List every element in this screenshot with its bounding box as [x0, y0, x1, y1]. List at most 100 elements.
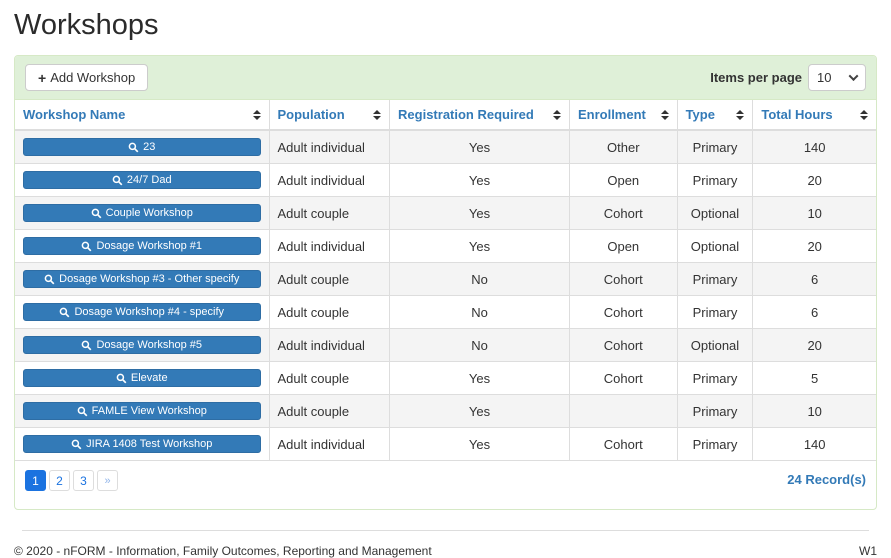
enrollment-cell: Other — [568, 129, 678, 164]
workshop-name-label: Elevate — [130, 372, 168, 384]
sort-icon — [736, 109, 745, 120]
type-cell: Primary — [676, 262, 753, 296]
workshop-row: Dosage Workshop #1 Adult individual Yes Ope… — [15, 229, 876, 263]
enrollment-cell: Cohort — [568, 196, 678, 230]
workshop-name-label: 24/7 Dad — [126, 174, 172, 186]
workshop-name-button[interactable]: Dosage Workshop #5 — [23, 336, 261, 354]
search-icon — [44, 274, 55, 284]
workshop-row: 23 Adult individual Yes Other Primary 140 — [15, 129, 876, 164]
column-header-type[interactable]: Type — [676, 100, 753, 131]
enrollment-cell: Cohort — [568, 328, 678, 362]
workshop-name-label: FAMLE View Workshop — [91, 405, 207, 417]
search-icon — [128, 142, 139, 152]
page-button-2[interactable]: 2 — [49, 470, 70, 491]
workshop-row: Dosage Workshop #3 - Other specify Adult … — [15, 262, 876, 296]
workshop-name-button[interactable]: JIRA 1408 Test Workshop — [23, 435, 261, 453]
type-cell: Primary — [676, 427, 753, 460]
workshop-name-cell: Dosage Workshop #1 — [15, 229, 269, 263]
registration-required-cell: Yes — [389, 163, 570, 197]
workshop-name-button[interactable]: Dosage Workshop #1 — [23, 237, 261, 255]
search-icon — [82, 340, 92, 350]
search-icon — [60, 307, 70, 317]
workshop-name-cell: Dosage Workshop #3 - Other specify — [15, 262, 269, 296]
workshop-name-cell: 23 — [15, 129, 269, 164]
sort-icon — [660, 109, 669, 120]
workshop-name-button[interactable]: Dosage Workshop #4 - specify — [23, 303, 261, 321]
total-hours-cell: 5 — [752, 361, 876, 395]
workshop-name-button[interactable]: 24/7 Dad — [23, 171, 261, 189]
items-per-page-label: Items per page — [710, 70, 802, 85]
total-hours-cell: 140 — [752, 427, 876, 460]
search-icon — [116, 373, 127, 383]
items-per-page: Items per page 10 — [710, 64, 866, 91]
type-cell: Primary — [676, 295, 753, 329]
page-button-3[interactable]: 3 — [73, 470, 94, 491]
population-cell: Adult individual — [268, 328, 390, 362]
population-cell: Adult individual — [268, 129, 390, 164]
population-cell: Adult individual — [268, 163, 390, 197]
registration-required-cell: Yes — [389, 229, 570, 263]
search-icon — [82, 241, 92, 251]
workshop-row: 24/7 Dad Adult individual Yes Open Primary 20 — [15, 163, 876, 197]
workshop-row: Dosage Workshop #4 - specify Adult couple… — [15, 295, 876, 329]
workshop-name-button[interactable]: Dosage Workshop #3 - Other specify — [23, 270, 261, 288]
workshop-row: Couple Workshop Adult couple Yes Cohort Opti… — [15, 196, 876, 230]
workshop-name-cell: Dosage Workshop #4 - specify — [15, 295, 269, 329]
workshop-name-cell: Couple Workshop — [15, 196, 269, 230]
workshop-name-label: Couple Workshop — [105, 207, 193, 219]
workshop-name-label: JIRA 1408 Test Workshop — [86, 438, 213, 450]
sort-icon — [373, 109, 382, 120]
table-body: 23 Adult individual Yes Other Primary 140 24/7… — [15, 129, 876, 460]
type-cell: Primary — [676, 129, 753, 164]
add-workshop-button[interactable]: + Add Workshop — [25, 64, 149, 91]
workshop-row: Elevate Adult couple Yes Cohort Primary 5 — [15, 361, 876, 395]
pagination-row: 1 2 3» 24 Record(s) — [15, 460, 876, 509]
total-hours-cell: 6 — [752, 295, 876, 329]
enrollment-cell: Cohort — [568, 262, 678, 296]
registration-required-cell: Yes — [389, 361, 570, 395]
type-cell: Primary — [676, 394, 753, 428]
search-icon — [71, 439, 82, 449]
sort-icon — [252, 109, 261, 120]
enrollment-cell: Cohort — [568, 427, 678, 460]
workshop-name-button[interactable]: 23 — [23, 138, 261, 156]
page-button-1[interactable]: 1 — [25, 470, 46, 491]
column-header-total-hours[interactable]: Total Hours — [752, 100, 876, 131]
workshop-name-button[interactable]: FAMLE View Workshop — [23, 402, 261, 420]
type-cell: Optional — [676, 229, 753, 263]
workshop-name-button[interactable]: Elevate — [23, 369, 261, 387]
enrollment-cell: Cohort — [568, 361, 678, 395]
registration-required-cell: Yes — [389, 129, 570, 164]
column-header-registration-required[interactable]: Registration Required — [389, 100, 570, 131]
type-cell: Primary — [676, 163, 753, 197]
footer: © 2020 - nFORM - Information, Family Out… — [0, 544, 891, 558]
sort-icon — [552, 109, 561, 120]
footer-version: W1 — [859, 544, 877, 558]
population-cell: Adult couple — [268, 361, 390, 395]
population-cell: Adult couple — [268, 295, 390, 329]
workshops-table: Workshop Name Population Registration Requ… — [15, 100, 876, 460]
population-cell: Adult couple — [268, 262, 390, 296]
column-header-enrollment[interactable]: Enrollment — [568, 100, 678, 131]
workshop-name-cell: JIRA 1408 Test Workshop — [15, 427, 269, 460]
column-header-label: Population — [277, 107, 345, 122]
workshop-name-cell: Dosage Workshop #5 — [15, 328, 269, 362]
items-per-page-select[interactable]: 10 — [808, 64, 866, 91]
registration-required-cell: Yes — [389, 394, 570, 428]
workshops-panel: + Add Workshop Items per page 10 Worksho… — [14, 55, 877, 510]
column-header-workshop-name[interactable]: Workshop Name — [15, 100, 269, 131]
footer-copyright: © 2020 - nFORM - Information, Family Out… — [14, 544, 432, 558]
registration-required-cell: No — [389, 328, 570, 362]
registration-required-cell: Yes — [389, 196, 570, 230]
plus-icon: + — [38, 69, 47, 86]
workshop-name-button[interactable]: Couple Workshop — [23, 204, 261, 222]
enrollment-cell — [568, 394, 678, 428]
toolbar: + Add Workshop Items per page 10 — [15, 56, 876, 100]
next-page-button[interactable]: » — [97, 470, 118, 491]
workshop-row: JIRA 1408 Test Workshop Adult individual Y… — [15, 427, 876, 460]
workshop-name-label: Dosage Workshop #3 - Other specify — [59, 273, 240, 285]
enrollment-cell: Cohort — [568, 295, 678, 329]
column-header-population[interactable]: Population — [268, 100, 390, 131]
page-title: Workshops — [14, 9, 159, 41]
total-hours-cell: 6 — [752, 262, 876, 296]
